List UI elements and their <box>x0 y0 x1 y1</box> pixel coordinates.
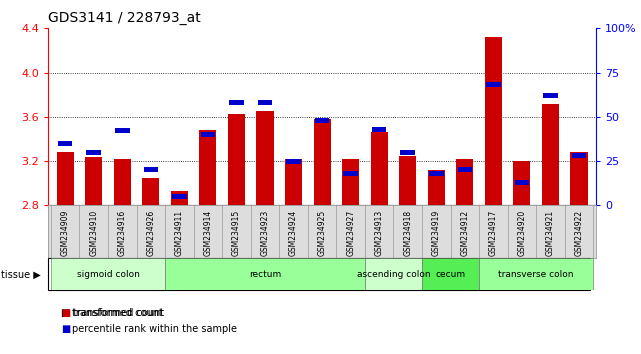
Text: GSM234911: GSM234911 <box>175 210 184 256</box>
Text: GSM234922: GSM234922 <box>574 210 583 256</box>
Bar <box>113 159 131 205</box>
Bar <box>428 170 445 205</box>
Text: ascending colon: ascending colon <box>356 270 430 279</box>
Bar <box>458 167 472 172</box>
Bar <box>429 171 444 176</box>
Bar <box>58 141 72 146</box>
Text: GSM234918: GSM234918 <box>403 210 412 256</box>
Text: ■ transformed count: ■ transformed count <box>61 308 164 318</box>
Bar <box>342 159 359 205</box>
Bar <box>229 100 244 105</box>
Bar <box>570 152 588 205</box>
Text: ■: ■ <box>61 308 70 318</box>
Bar <box>172 194 187 199</box>
Bar <box>87 150 101 155</box>
Bar <box>228 114 245 205</box>
Bar <box>256 111 274 205</box>
Text: GSM234915: GSM234915 <box>232 210 241 256</box>
Bar <box>171 191 188 205</box>
Bar <box>201 132 215 137</box>
Text: GSM234913: GSM234913 <box>375 210 384 256</box>
Text: rectum: rectum <box>249 270 281 279</box>
Bar <box>285 159 302 205</box>
Bar <box>365 258 422 290</box>
Bar <box>372 127 387 132</box>
Bar <box>399 155 416 205</box>
Bar <box>56 152 74 205</box>
Bar <box>165 258 365 290</box>
Text: GSM234909: GSM234909 <box>61 210 70 256</box>
Bar <box>344 171 358 176</box>
Bar <box>572 153 587 158</box>
Text: GSM234926: GSM234926 <box>146 210 155 256</box>
Text: GSM234925: GSM234925 <box>317 210 327 256</box>
Text: GSM234924: GSM234924 <box>289 210 298 256</box>
Text: ■: ■ <box>61 324 70 334</box>
Bar <box>51 258 165 290</box>
Bar <box>85 156 103 205</box>
Text: GSM234917: GSM234917 <box>489 210 498 256</box>
Text: transformed count: transformed count <box>72 308 163 318</box>
Text: sigmoid colon: sigmoid colon <box>76 270 140 279</box>
Bar <box>486 82 501 87</box>
Bar <box>542 104 559 205</box>
Bar <box>401 150 415 155</box>
Text: GSM234923: GSM234923 <box>260 210 269 256</box>
Text: GSM234927: GSM234927 <box>346 210 355 256</box>
Text: GSM234910: GSM234910 <box>89 210 98 256</box>
Text: GDS3141 / 228793_at: GDS3141 / 228793_at <box>48 11 201 25</box>
Bar <box>199 130 217 205</box>
Bar <box>515 180 529 185</box>
Text: cecum: cecum <box>435 270 465 279</box>
Bar <box>142 178 160 205</box>
Bar <box>485 37 502 205</box>
Text: percentile rank within the sample: percentile rank within the sample <box>72 324 237 334</box>
Bar <box>287 159 301 164</box>
Bar <box>513 161 531 205</box>
Bar <box>144 167 158 172</box>
Text: transverse colon: transverse colon <box>499 270 574 279</box>
Bar <box>543 93 558 98</box>
Bar <box>456 159 474 205</box>
Text: GSM234912: GSM234912 <box>460 210 469 256</box>
Bar <box>258 100 272 105</box>
Text: GSM234916: GSM234916 <box>118 210 127 256</box>
Bar <box>479 258 594 290</box>
Bar <box>370 132 388 205</box>
Text: GSM234920: GSM234920 <box>517 210 526 256</box>
Bar <box>313 119 331 205</box>
Text: GSM234914: GSM234914 <box>203 210 212 256</box>
Text: GSM234921: GSM234921 <box>546 210 555 256</box>
Bar <box>115 129 129 133</box>
Text: GSM234919: GSM234919 <box>432 210 441 256</box>
Bar <box>315 118 329 123</box>
Text: tissue ▶: tissue ▶ <box>1 269 41 279</box>
Bar <box>422 258 479 290</box>
